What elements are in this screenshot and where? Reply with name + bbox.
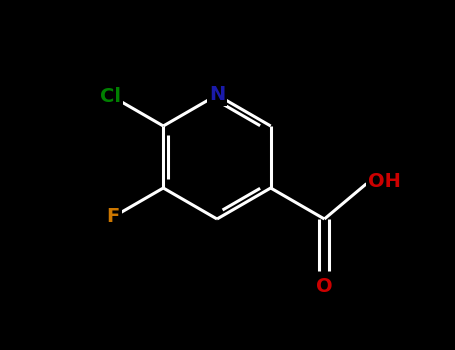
Text: F: F (106, 206, 120, 225)
Text: N: N (209, 85, 225, 105)
Text: Cl: Cl (100, 87, 121, 106)
Text: O: O (316, 278, 333, 296)
Text: OH: OH (368, 172, 401, 191)
